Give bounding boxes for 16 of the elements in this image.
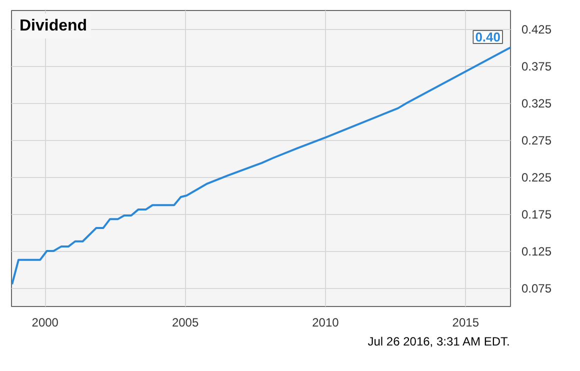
x-tick-label: 2015 (452, 316, 480, 330)
y-tick-label: 0.075 (522, 282, 552, 296)
y-tick-label: 0.425 (522, 22, 552, 36)
text: Jul 26 2016, 3:31 AM EDT. (368, 334, 510, 348)
data-label: 0.40 (475, 30, 501, 44)
y-tick-label: 0.125 (522, 244, 552, 258)
y-tick-label: 0.175 (522, 208, 552, 222)
line-series (12, 46, 510, 286)
y-tick-label: 0.325 (522, 96, 552, 110)
y-tick-label: 0.375 (522, 60, 552, 74)
x-tick-label: 2010 (312, 316, 340, 330)
chart-title: Dividend (20, 18, 88, 34)
x-tick-label: 2000 (32, 316, 59, 330)
y-tick-label: 0.225 (522, 170, 552, 184)
x-tick-label: 2005 (172, 316, 199, 330)
y-tick-label: 0.275 (522, 134, 552, 148)
